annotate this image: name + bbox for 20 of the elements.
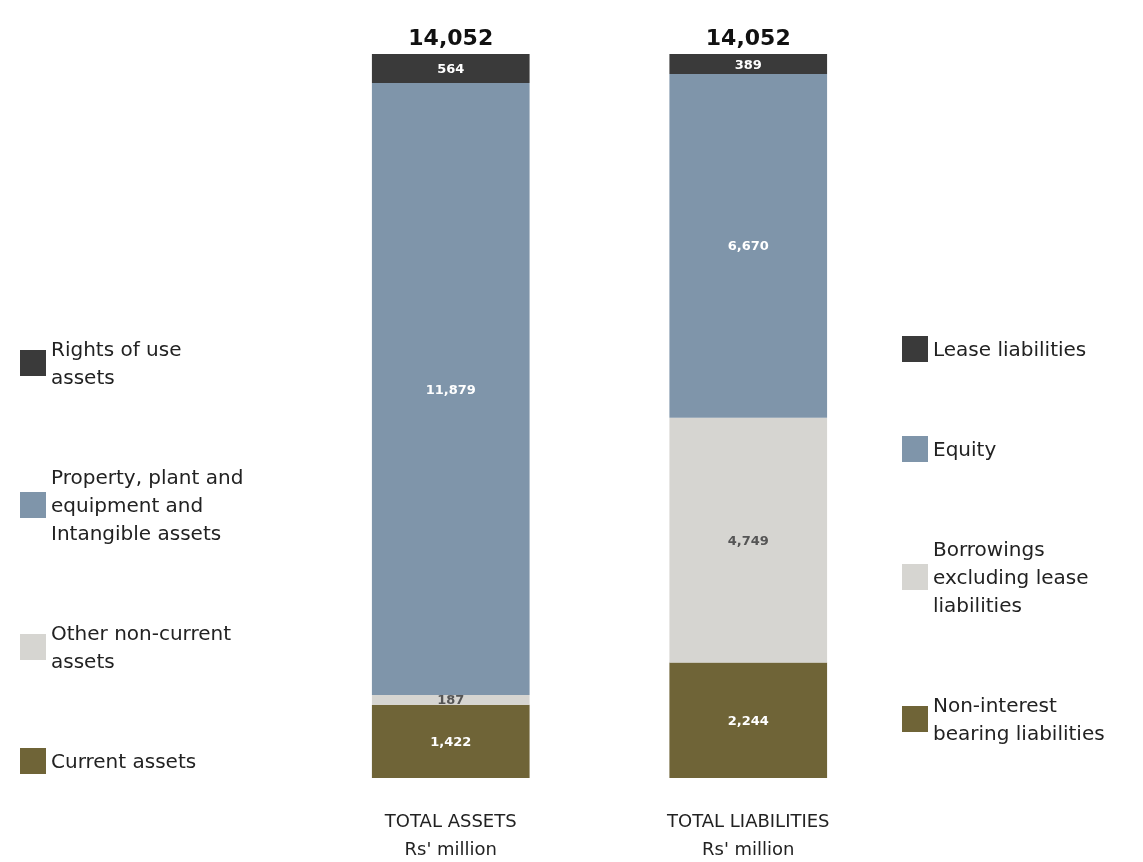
x-tick-label: TOTAL LIABILITIES Rs' million	[665, 809, 830, 859]
x-tick-label: TOTAL ASSETS Rs' million	[383, 809, 517, 859]
legend-label: Other non-current assets	[51, 621, 238, 673]
data-label: 389	[734, 56, 762, 72]
legend-label: Borrowings excluding lease liabilities	[933, 537, 1095, 617]
data-label: 4,749	[727, 532, 769, 548]
legend-label: Lease liabilities	[933, 337, 1087, 361]
data-label: 187	[437, 692, 465, 708]
legend-label: Current assets	[51, 749, 197, 773]
legend-label: Non-interest bearing liabilities	[933, 693, 1105, 745]
total-label: 14,052	[705, 24, 791, 50]
total-label: 14,052	[408, 24, 494, 50]
data-label: 1,422	[430, 733, 472, 749]
legend-label: Rights of use assets	[51, 337, 188, 389]
data-label: 6,670	[727, 238, 769, 254]
legend-label: Property, plant and equipment and Intangible assets	[51, 465, 250, 545]
data-label: 11,879	[425, 381, 476, 397]
data-label: 564	[437, 61, 465, 77]
legend-label: Equity	[933, 437, 997, 461]
data-label: 2,244	[727, 712, 769, 728]
